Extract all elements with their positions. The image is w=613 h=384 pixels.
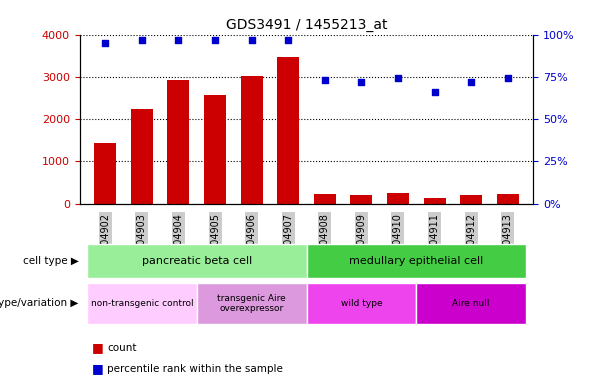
Title: GDS3491 / 1455213_at: GDS3491 / 1455213_at xyxy=(226,18,387,32)
Point xyxy=(393,75,403,81)
Bar xyxy=(87,283,197,324)
Point xyxy=(246,36,256,43)
Bar xyxy=(416,283,526,324)
Point xyxy=(503,75,512,81)
Text: wild type: wild type xyxy=(341,299,382,308)
Text: transgenic Aire
overexpressor: transgenic Aire overexpressor xyxy=(217,294,286,313)
Point xyxy=(430,89,440,95)
Bar xyxy=(204,94,226,204)
Text: genotype/variation ▶: genotype/variation ▶ xyxy=(0,298,78,308)
Text: percentile rank within the sample: percentile rank within the sample xyxy=(107,364,283,374)
Bar xyxy=(306,244,526,278)
Text: ■: ■ xyxy=(92,341,108,354)
Bar xyxy=(306,283,416,324)
Bar xyxy=(131,109,153,204)
Text: medullary epithelial cell: medullary epithelial cell xyxy=(349,256,484,266)
Bar xyxy=(460,195,482,204)
Text: count: count xyxy=(107,343,137,353)
Bar xyxy=(197,283,306,324)
Bar xyxy=(387,193,409,204)
Point xyxy=(173,36,183,43)
Bar xyxy=(167,80,189,204)
Bar xyxy=(87,244,306,278)
Bar xyxy=(314,194,336,204)
Text: ■: ■ xyxy=(92,362,108,375)
Point xyxy=(320,77,330,83)
Point xyxy=(210,36,220,43)
Point xyxy=(137,36,147,43)
Point xyxy=(466,79,476,85)
Point xyxy=(283,36,293,43)
Bar xyxy=(277,57,299,204)
Text: Aire null: Aire null xyxy=(452,299,490,308)
Bar xyxy=(351,195,372,204)
Bar xyxy=(424,198,446,204)
Text: cell type ▶: cell type ▶ xyxy=(23,256,78,266)
Text: pancreatic beta cell: pancreatic beta cell xyxy=(142,256,252,266)
Point xyxy=(101,40,110,46)
Bar xyxy=(94,143,116,204)
Point xyxy=(357,79,367,85)
Bar xyxy=(497,194,519,204)
Text: non-transgenic control: non-transgenic control xyxy=(91,299,193,308)
Bar xyxy=(241,76,262,204)
